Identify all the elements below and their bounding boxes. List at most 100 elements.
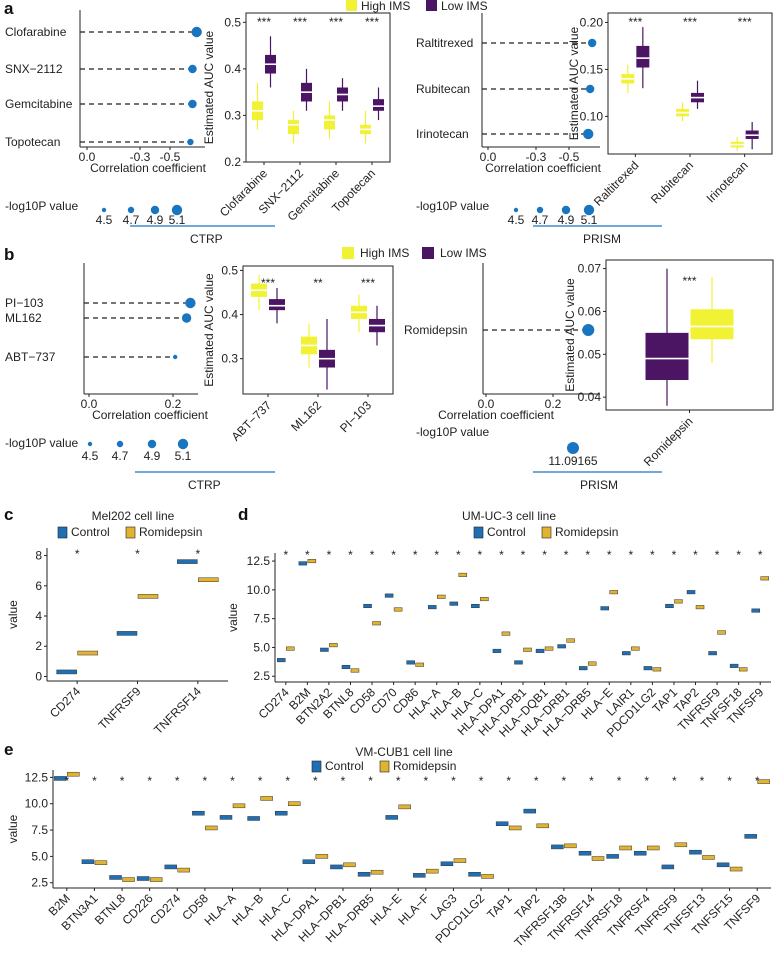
expression-box (370, 869, 384, 875)
significance-mark: *** (257, 15, 271, 29)
y-tick-label: 0.10 (580, 109, 604, 123)
expression-box (122, 877, 135, 882)
drug-label: Topotecan (5, 135, 60, 149)
significance-mark: * (644, 774, 649, 788)
x-gene-label: HLA−E (367, 891, 404, 928)
drug-label: ML162 (5, 311, 42, 325)
size-legend-dot (101, 207, 107, 213)
chart-b-ctrp-boxplot: 0.3 0.4 0.5 Estimated AUC value *** ABT−737 **… (202, 263, 394, 444)
expression-box (67, 771, 80, 777)
box-body (636, 45, 650, 68)
significance-mark: * (175, 774, 180, 788)
footer-b-prism: PRISM (580, 478, 618, 492)
expression-box (406, 660, 415, 665)
chart-c-mel202: Mel202 cell line Control Romidepsin 0 2 4 6 8 va… (6, 509, 228, 737)
expression-box (631, 646, 640, 651)
y-axis-title: value (226, 603, 240, 632)
significance-mark: * (434, 548, 439, 562)
box-body (324, 115, 335, 130)
y-tick-label: 12.5 (247, 554, 271, 568)
significance-mark: * (672, 548, 677, 562)
size-legend-dot (536, 206, 544, 214)
y-tick-label: 10.0 (25, 797, 49, 811)
significance-mark: * (423, 774, 428, 788)
drug-label: SNX−2112 (5, 62, 63, 76)
expression-box (116, 631, 138, 636)
y-tick-label: 0.06 (578, 304, 602, 318)
expression-box (566, 638, 575, 643)
significance-mark: * (92, 774, 97, 788)
significance-mark: *** (293, 15, 307, 29)
x-tick-label: -0.5 (160, 150, 181, 164)
y-tick-label: 10.0 (247, 583, 271, 597)
expression-box (587, 661, 597, 666)
expression-box (661, 864, 675, 870)
expression-box (177, 867, 191, 873)
x-category-label: Rubitecan (648, 158, 696, 206)
significance-mark: * (607, 548, 612, 562)
panel-label-e: e (4, 740, 13, 759)
expression-box (385, 815, 398, 820)
corr-dot (187, 138, 194, 146)
drug-label: PI−103 (5, 296, 44, 310)
expression-box (137, 594, 159, 599)
expression-box (219, 815, 233, 820)
expression-box (652, 667, 662, 672)
significance-mark: *** (628, 15, 642, 29)
expression-box (643, 666, 653, 671)
size-legend-label: 4.5 (82, 449, 99, 463)
y-tick-label: 0.3 (221, 352, 238, 366)
expression-box (149, 877, 163, 882)
size-legend-title: -log10P value (416, 199, 489, 213)
y-tick-label: 0.15 (580, 62, 604, 76)
expression-box (708, 651, 717, 656)
x-category-label: Irinotecan (704, 158, 751, 205)
expression-box (415, 662, 424, 667)
y-tick-label: 0 (35, 669, 42, 683)
box-body (645, 332, 689, 380)
expression-box (81, 859, 95, 864)
box-body (269, 299, 285, 311)
significance-mark: * (736, 548, 741, 562)
significance-mark: * (650, 548, 655, 562)
expression-box (286, 646, 295, 651)
size-legend-label: 5.1 (169, 213, 186, 227)
x-category-label: PI−103 (337, 398, 374, 435)
size-legend-dot (150, 205, 160, 215)
expression-box (94, 860, 108, 865)
expression-box (536, 823, 550, 829)
expression-box (343, 862, 356, 868)
expression-box (551, 844, 564, 850)
expression-box (609, 590, 619, 595)
x-gene-label: TNFRSF14 (151, 684, 204, 737)
x-tick-label: 0.0 (81, 397, 98, 411)
significance-mark: * (727, 774, 732, 788)
significance-mark: * (564, 548, 569, 562)
significance-mark: * (195, 547, 200, 561)
significance-mark: * (75, 547, 80, 561)
size-legend-label: 4.9 (558, 213, 575, 227)
significance-mark: * (479, 774, 484, 788)
expression-box (440, 861, 454, 867)
significance-mark: * (368, 774, 373, 788)
significance-mark: * (327, 548, 332, 562)
x-gene-label: CD274 (47, 684, 84, 721)
significance-mark: * (628, 548, 633, 562)
corr-dot (173, 354, 178, 360)
expression-box (393, 607, 403, 612)
significance-mark: * (506, 774, 511, 788)
size-legend-dot (147, 439, 157, 449)
significance-mark: * (521, 548, 526, 562)
corr-dot (188, 64, 197, 74)
y-tick-label: 0.07 (578, 262, 602, 276)
expression-box (398, 804, 411, 810)
box-body (373, 99, 384, 111)
size-legend-label: 11.09165 (548, 454, 597, 468)
expression-box (363, 603, 372, 608)
significance-mark: *** (738, 15, 752, 29)
y-tick-label: 8 (35, 549, 42, 563)
expression-box (578, 666, 588, 671)
